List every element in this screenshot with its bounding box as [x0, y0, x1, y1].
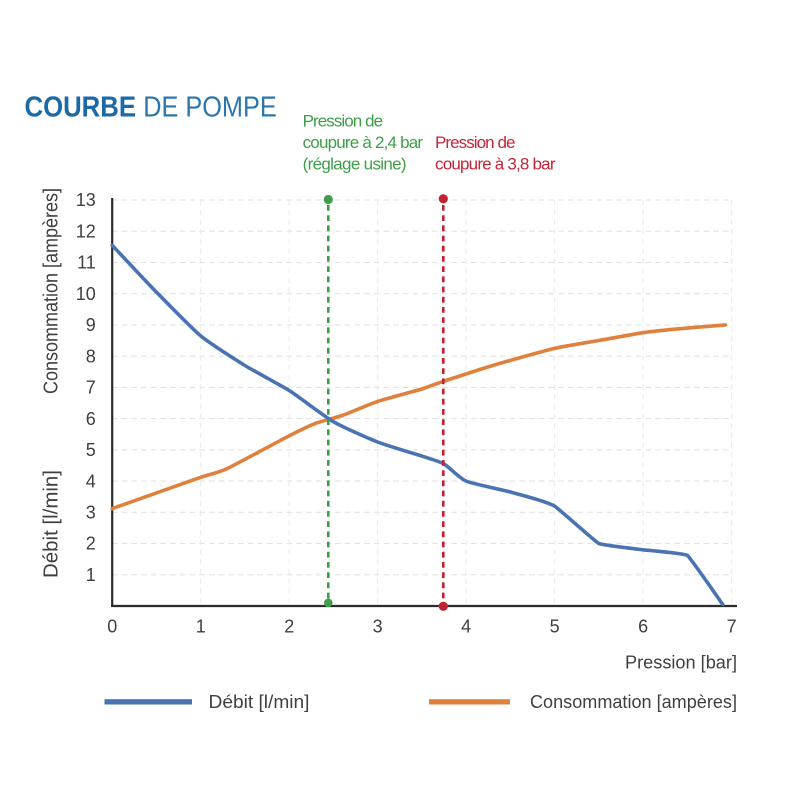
svg-text:7: 7 — [86, 378, 96, 398]
svg-text:Consommation [ampères]: Consommation [ampères] — [530, 692, 737, 712]
svg-text:Pression [bar]: Pression [bar] — [625, 653, 737, 673]
svg-text:8: 8 — [86, 346, 96, 366]
svg-text:Débit [l/min]: Débit [l/min] — [41, 470, 63, 578]
svg-text:3: 3 — [86, 503, 96, 523]
svg-text:coupure à 2,4 bar: coupure à 2,4 bar — [303, 133, 424, 152]
svg-text:11: 11 — [77, 253, 96, 273]
svg-text:coupure à 3,8 bar: coupure à 3,8 bar — [435, 155, 556, 174]
svg-text:Pression de: Pression de — [435, 133, 516, 152]
svg-text:DE POMPE: DE POMPE — [143, 92, 277, 124]
svg-text:3: 3 — [373, 617, 383, 637]
svg-text:10: 10 — [76, 284, 96, 304]
svg-text:1: 1 — [196, 617, 206, 637]
svg-text:12: 12 — [76, 221, 96, 241]
svg-text:Débit [l/min]: Débit [l/min] — [209, 692, 310, 712]
svg-text:2: 2 — [86, 534, 96, 554]
svg-text:1: 1 — [86, 565, 96, 585]
svg-text:9: 9 — [86, 315, 96, 335]
svg-text:4: 4 — [461, 617, 471, 637]
svg-text:Consommation [ampères]: Consommation [ampères] — [41, 188, 63, 394]
svg-text:13: 13 — [76, 190, 96, 210]
svg-text:5: 5 — [86, 440, 96, 460]
svg-text:5: 5 — [550, 617, 560, 637]
svg-text:COURBE: COURBE — [25, 92, 137, 124]
svg-text:(réglage usine): (réglage usine) — [303, 155, 407, 174]
svg-text:0: 0 — [107, 617, 117, 637]
svg-text:2: 2 — [284, 617, 294, 637]
svg-text:7: 7 — [727, 617, 737, 637]
svg-text:Pression de: Pression de — [303, 112, 384, 131]
svg-text:6: 6 — [86, 409, 96, 429]
svg-text:6: 6 — [638, 617, 648, 637]
svg-text:4: 4 — [86, 471, 96, 491]
